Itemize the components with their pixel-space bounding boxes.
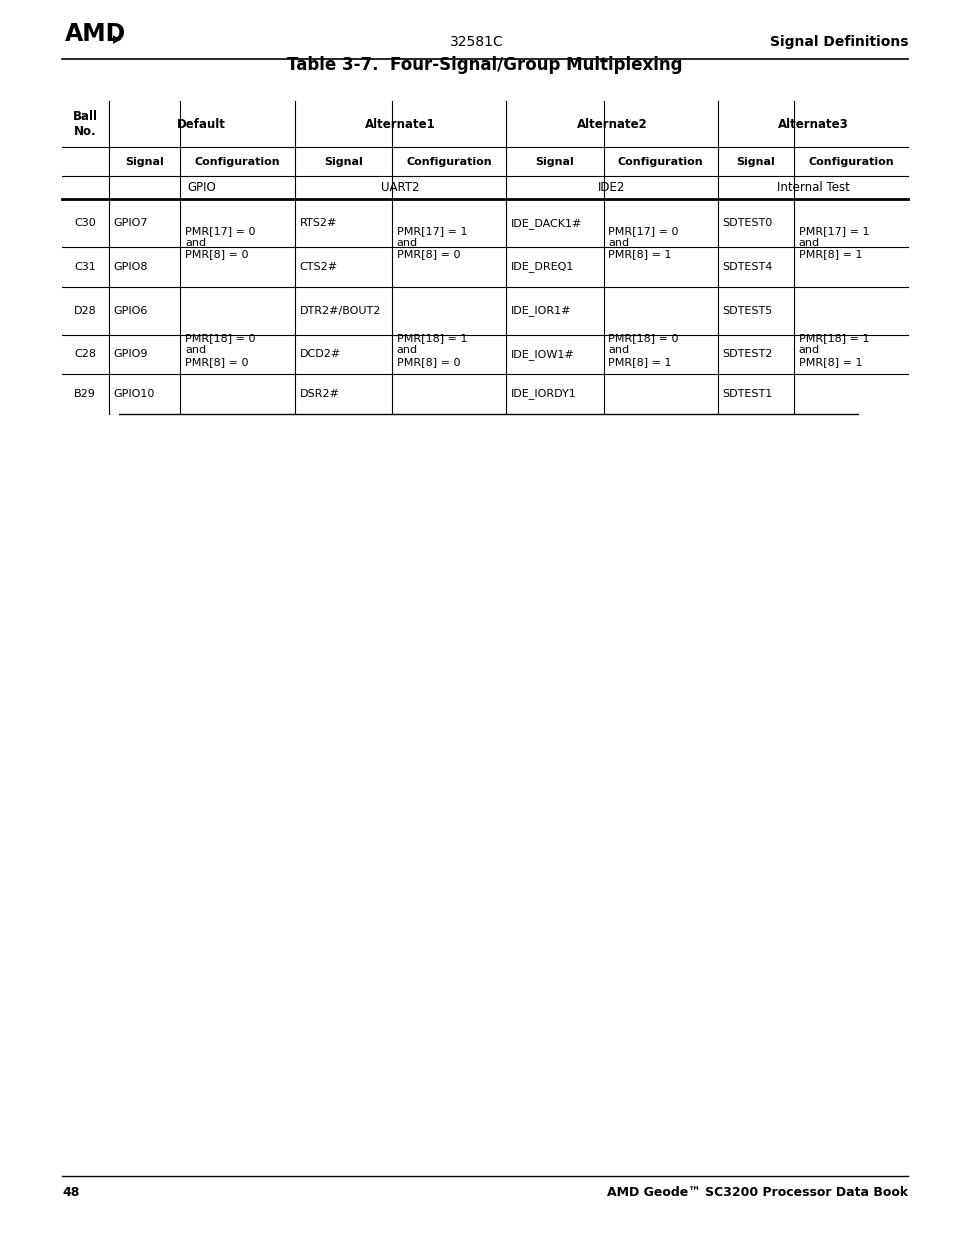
Text: Signal Definitions: Signal Definitions (769, 36, 907, 49)
Text: Configuration: Configuration (406, 157, 492, 167)
Text: Signal: Signal (125, 157, 164, 167)
Text: DTR2#/BOUT2: DTR2#/BOUT2 (299, 305, 380, 316)
Text: Signal: Signal (736, 157, 775, 167)
Text: Alternate3: Alternate3 (777, 117, 847, 131)
Text: GPIO10: GPIO10 (113, 389, 154, 399)
Text: C28: C28 (74, 350, 96, 359)
Text: DCD2#: DCD2# (299, 350, 340, 359)
Text: IDE_DACK1#: IDE_DACK1# (511, 217, 581, 228)
Text: Configuration: Configuration (194, 157, 280, 167)
Text: GPIO7: GPIO7 (113, 219, 148, 228)
Text: IDE_DREQ1: IDE_DREQ1 (511, 262, 574, 273)
Text: SDTEST5: SDTEST5 (721, 305, 772, 316)
Text: GPIO8: GPIO8 (113, 262, 148, 272)
Text: RTS2#: RTS2# (299, 219, 336, 228)
Text: CTS2#: CTS2# (299, 262, 337, 272)
Text: SDTEST4: SDTEST4 (721, 262, 772, 272)
Text: Default: Default (177, 117, 226, 131)
Text: PMR[18] = 1
and
PMR[8] = 0: PMR[18] = 1 and PMR[8] = 0 (396, 333, 467, 367)
Text: Signal: Signal (535, 157, 574, 167)
Text: IDE2: IDE2 (598, 182, 625, 194)
Text: PMR[17] = 1
and
PMR[8] = 1: PMR[17] = 1 and PMR[8] = 1 (798, 226, 868, 259)
Text: DSR2#: DSR2# (299, 389, 339, 399)
Text: SDTEST0: SDTEST0 (721, 219, 772, 228)
Text: Configuration: Configuration (807, 157, 893, 167)
Text: 48: 48 (62, 1186, 79, 1199)
Text: PMR[18] = 0
and
PMR[8] = 0: PMR[18] = 0 and PMR[8] = 0 (185, 333, 255, 367)
Text: Alternate2: Alternate2 (576, 117, 647, 131)
Text: Ball
No.: Ball No. (72, 110, 97, 138)
Text: PMR[18] = 1
and
PMR[8] = 1: PMR[18] = 1 and PMR[8] = 1 (798, 333, 868, 367)
Text: AMD: AMD (65, 22, 126, 46)
Text: GPIO6: GPIO6 (113, 305, 148, 316)
Text: PMR[17] = 1
and
PMR[8] = 0: PMR[17] = 1 and PMR[8] = 0 (396, 226, 467, 259)
Text: B29: B29 (74, 389, 96, 399)
Text: C30: C30 (74, 219, 96, 228)
Text: IDE_IOR1#: IDE_IOR1# (511, 305, 571, 316)
Text: PMR[17] = 0
and
PMR[8] = 1: PMR[17] = 0 and PMR[8] = 1 (608, 226, 679, 259)
Text: GPIO: GPIO (187, 182, 215, 194)
Text: AMD Geode™ SC3200 Processor Data Book: AMD Geode™ SC3200 Processor Data Book (606, 1186, 907, 1199)
Text: PMR[18] = 0
and
PMR[8] = 1: PMR[18] = 0 and PMR[8] = 1 (608, 333, 679, 367)
Text: PMR[17] = 0
and
PMR[8] = 0: PMR[17] = 0 and PMR[8] = 0 (185, 226, 255, 259)
Text: SDTEST1: SDTEST1 (721, 389, 772, 399)
Text: 32581C: 32581C (450, 36, 503, 49)
Text: Table 3-7.  Four-Signal/Group Multiplexing: Table 3-7. Four-Signal/Group Multiplexin… (287, 56, 682, 74)
Text: Signal: Signal (324, 157, 362, 167)
Text: Alternate1: Alternate1 (365, 117, 436, 131)
Text: Configuration: Configuration (618, 157, 702, 167)
Text: UART2: UART2 (381, 182, 419, 194)
Text: D28: D28 (73, 305, 96, 316)
Bar (62, 101, 907, 414)
Text: Internal Test: Internal Test (776, 182, 848, 194)
Text: ▸: ▸ (112, 30, 121, 48)
Text: IDE_IORDY1: IDE_IORDY1 (511, 389, 577, 399)
Text: IDE_IOW1#: IDE_IOW1# (511, 350, 574, 359)
Text: SDTEST2: SDTEST2 (721, 350, 772, 359)
Text: C31: C31 (74, 262, 96, 272)
Text: GPIO9: GPIO9 (113, 350, 148, 359)
